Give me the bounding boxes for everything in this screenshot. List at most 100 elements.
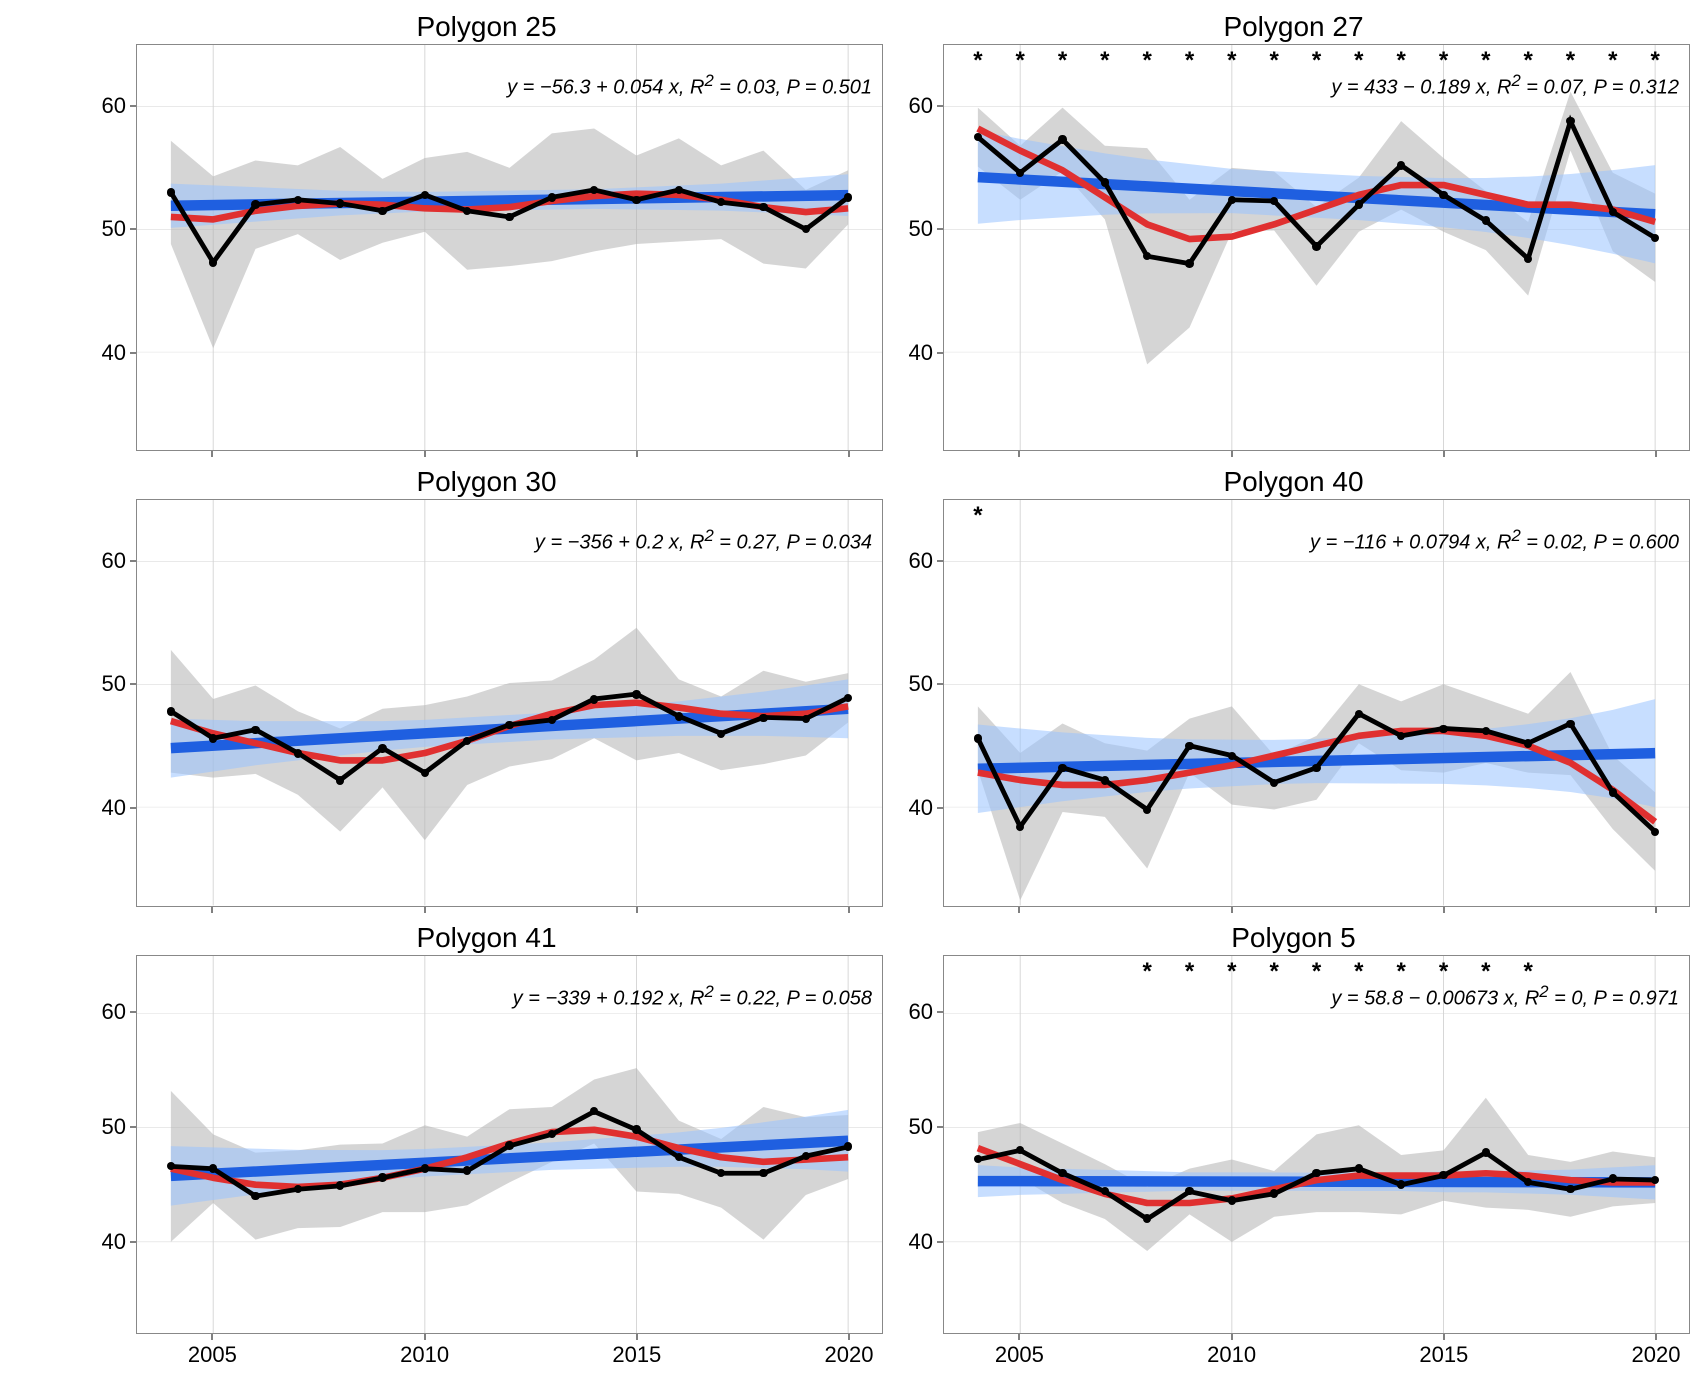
y-tick-label: 60 <box>90 548 126 574</box>
y-tick-label: 60 <box>897 999 933 1025</box>
panel-p25: Polygon 25405060y = −56.3 + 0.054 x, R2 … <box>90 10 883 459</box>
data-point <box>632 1125 640 1133</box>
x-tick-label: 2015 <box>612 1342 661 1368</box>
data-point <box>844 193 852 201</box>
data-point <box>1312 1169 1320 1177</box>
data-point <box>336 1181 344 1189</box>
x-axis <box>943 451 1690 459</box>
data-point <box>1397 161 1405 169</box>
x-tick-mark <box>1443 1334 1444 1340</box>
x-tick-mark <box>849 451 850 457</box>
data-point <box>1185 742 1193 750</box>
y-tick-label: 40 <box>90 340 126 366</box>
data-point <box>1524 739 1532 747</box>
data-point <box>209 1164 217 1172</box>
x-tick-mark <box>1019 451 1020 457</box>
plot-wrap: 405060y = −56.3 + 0.054 x, R2 = 0.03, P … <box>90 44 883 451</box>
data-point <box>378 744 386 752</box>
x-tick-label: 2015 <box>1419 1342 1468 1368</box>
data-point <box>632 690 640 698</box>
x-tick-mark <box>1656 1334 1657 1340</box>
data-point <box>1312 764 1320 772</box>
panel-title: Polygon 41 <box>90 921 883 955</box>
data-point <box>759 714 767 722</box>
data-point <box>1101 776 1109 784</box>
y-tick-label: 60 <box>897 548 933 574</box>
x-tick-mark <box>1231 1334 1232 1340</box>
data-point <box>251 726 259 734</box>
y-tick-label: 40 <box>897 795 933 821</box>
plot-wrap: 405060y = 433 − 0.189 x, R2 = 0.07, P = … <box>897 44 1690 451</box>
y-tick-label: 50 <box>90 671 126 697</box>
y-tick-label: 50 <box>897 1114 933 1140</box>
panel-p5: Polygon 5405060y = 58.8 − 0.00673 x, R2 … <box>897 921 1690 1370</box>
data-point <box>1185 1187 1193 1195</box>
y-tick-label: 50 <box>90 1114 126 1140</box>
data-point <box>294 749 302 757</box>
plot-area: y = −116 + 0.0794 x, R2 = 0.02, P = 0.60… <box>943 499 1690 906</box>
data-point <box>675 1153 683 1161</box>
x-axis <box>136 907 883 915</box>
data-point <box>1609 1174 1617 1182</box>
x-axis: 2005201020152020 <box>943 1334 1690 1370</box>
y-axis: 405060 <box>897 955 943 1334</box>
x-tick-mark <box>1656 907 1657 913</box>
data-point <box>505 1141 513 1149</box>
data-point <box>1185 259 1193 267</box>
y-tick-label: 40 <box>897 340 933 366</box>
panel-title: Polygon 27 <box>897 10 1690 44</box>
plot-area: y = −56.3 + 0.054 x, R2 = 0.03, P = 0.50… <box>136 44 883 451</box>
plot-area: y = −356 + 0.2 x, R2 = 0.27, P = 0.034 <box>136 499 883 906</box>
data-point <box>1566 117 1574 125</box>
panel-p41: Polygon 41 40 50 60 y = −339 + 0.192 x, R2 =… <box>90 921 883 1370</box>
x-tick-mark <box>212 451 213 457</box>
data-point <box>802 715 810 723</box>
y-axis: 405060 <box>897 44 943 451</box>
x-tick-mark <box>636 907 637 913</box>
data-point <box>1355 200 1363 208</box>
x-tick-label: 2020 <box>1632 1342 1681 1368</box>
data-point <box>294 1185 302 1193</box>
data-point <box>378 207 386 215</box>
data-point <box>1482 1148 1490 1156</box>
data-point <box>336 199 344 207</box>
data-point <box>1439 1171 1447 1179</box>
panel-title: Polygon 40 <box>897 465 1690 499</box>
data-point <box>1355 1164 1363 1172</box>
data-point <box>1101 178 1109 186</box>
y-tick-label: 40 <box>90 1229 126 1255</box>
data-point <box>1228 196 1236 204</box>
panel-title: Polygon 25 <box>90 10 883 44</box>
x-tick-mark <box>1656 451 1657 457</box>
x-axis: 2005201020152020 <box>136 1334 883 1370</box>
regression-equation: y = −56.3 + 0.054 x, R2 = 0.03, P = 0.50… <box>507 71 872 100</box>
data-point <box>1228 1196 1236 1204</box>
data-point <box>1058 764 1066 772</box>
data-point <box>1397 1180 1405 1188</box>
y-axis: 405060 <box>90 499 136 906</box>
data-point <box>421 191 429 199</box>
x-tick-mark <box>212 907 213 913</box>
x-tick-mark <box>1019 1334 1020 1340</box>
y-tick-label: 50 <box>897 216 933 242</box>
plot-wrap: 405060y = −116 + 0.0794 x, R2 = 0.02, P … <box>897 499 1690 906</box>
figure-root: fastslow_rank2 (mean (sd)) Polygon 25405… <box>0 0 1700 1380</box>
regression-equation: y = −339 + 0.192 x, R2 = 0.22, P = 0.058 <box>513 982 872 1011</box>
x-tick-mark <box>1443 451 1444 457</box>
y-tick-label: 50 <box>90 216 126 242</box>
x-tick-mark <box>424 907 425 913</box>
plot-area: y = −339 + 0.192 x, R2 = 0.22, P = 0.058 <box>136 955 883 1334</box>
y-tick-label: 60 <box>90 999 126 1025</box>
y-axis: 405060 <box>90 44 136 451</box>
x-tick-label: 2020 <box>825 1342 874 1368</box>
data-point <box>1566 1185 1574 1193</box>
regression-equation: y = 58.8 − 0.00673 x, R2 = 0, P = 0.971 <box>1331 982 1679 1011</box>
x-tick-mark <box>1443 907 1444 913</box>
data-point <box>167 188 175 196</box>
panel-p27: Polygon 27405060y = 433 − 0.189 x, R2 = … <box>897 10 1690 459</box>
data-point <box>421 1164 429 1172</box>
data-point <box>802 1152 810 1160</box>
x-tick-mark <box>849 907 850 913</box>
data-point <box>759 203 767 211</box>
data-point <box>209 258 217 266</box>
